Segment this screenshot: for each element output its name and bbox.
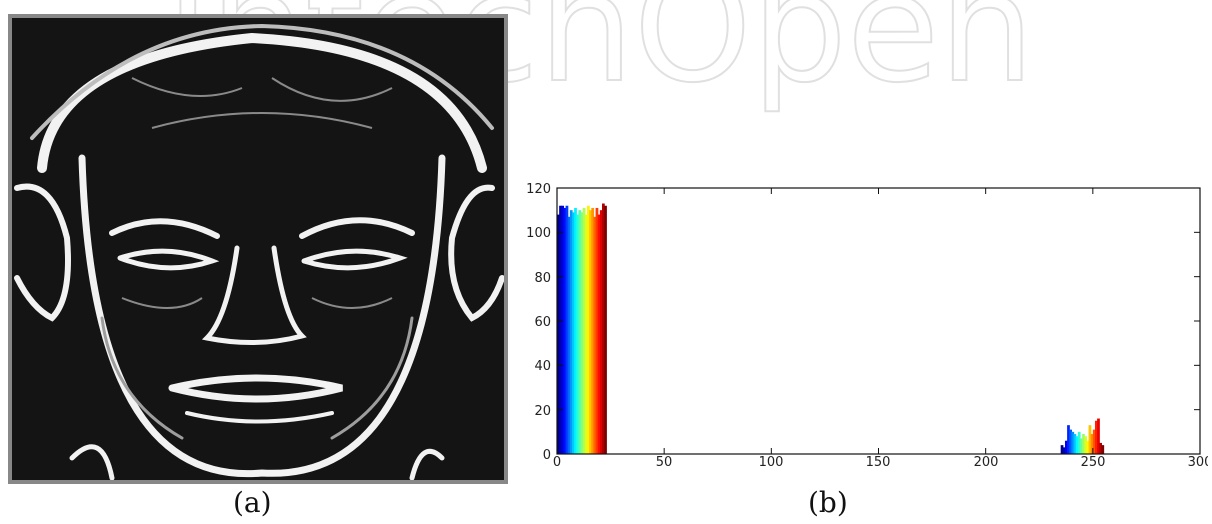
x-tick-label: 150 <box>866 455 891 468</box>
ticks-group <box>556 187 1201 455</box>
y-tick-label: 0 <box>543 448 551 463</box>
histogram-bar <box>567 216 571 454</box>
histogram-bar <box>569 210 573 454</box>
histogram-bar <box>1067 425 1070 454</box>
histogram-bar <box>599 210 603 454</box>
histogram-bar <box>574 207 577 454</box>
histogram-bar <box>580 212 584 454</box>
histogram-bar <box>1097 418 1100 454</box>
histogram-bar <box>578 210 582 454</box>
caption-b: (b) <box>808 486 848 519</box>
histogram-bar <box>589 210 592 454</box>
x-tick-label: 50 <box>656 455 673 468</box>
histogram-bar <box>1077 431 1081 454</box>
histogram-bar <box>1079 438 1083 454</box>
histogram-bar <box>1073 434 1077 454</box>
histogram-bar <box>582 207 586 454</box>
histogram-bar <box>591 207 595 454</box>
histogram-bar <box>604 205 607 454</box>
histogram-bar <box>561 205 565 454</box>
histogram-bar <box>563 207 567 454</box>
y-tick-label: 20 <box>534 404 551 419</box>
histogram-bar <box>1082 434 1085 454</box>
histogram-bar <box>1069 429 1072 454</box>
histogram-bar <box>1094 420 1098 454</box>
face-edge-image <box>8 14 508 484</box>
y-tick-label: 40 <box>534 359 551 374</box>
plot-frame <box>556 187 1201 455</box>
histogram-bar <box>1086 440 1090 454</box>
x-tick-label: 100 <box>759 455 784 468</box>
x-tick-label: 300 <box>1188 455 1208 468</box>
histogram-bar <box>1090 434 1094 454</box>
histogram-bar <box>576 214 580 454</box>
bars-group <box>557 203 1105 454</box>
histogram-bar <box>1099 442 1103 454</box>
histogram-bar <box>602 203 605 454</box>
histogram-bar <box>572 212 575 454</box>
x-tick-label: 200 <box>974 455 999 468</box>
histogram-bar <box>557 214 560 454</box>
histogram-chart: 0 20 40 60 80 100 120 0 50 100 150 200 2… <box>526 182 1208 468</box>
y-tick-label: 100 <box>526 226 551 241</box>
face-edge-drawing <box>12 18 504 480</box>
histogram-bar <box>587 205 590 454</box>
y-tick-label: 120 <box>526 182 551 197</box>
histogram-bar <box>1075 436 1079 454</box>
histogram-bar <box>1092 429 1096 454</box>
histogram-bar <box>1088 425 1092 454</box>
histogram-bar <box>1101 445 1105 454</box>
histogram-bar <box>1062 447 1066 454</box>
histogram-bar <box>597 214 601 454</box>
y-tick-label: 60 <box>534 315 551 330</box>
histogram-bar <box>1060 445 1064 454</box>
histogram-bar <box>595 207 599 454</box>
histogram-bar <box>1084 436 1088 454</box>
y-tick-labels: 0 20 40 60 80 100 120 <box>526 182 551 463</box>
caption-a: (a) <box>233 486 272 519</box>
histogram-bar <box>593 216 597 454</box>
histogram-bar <box>559 205 562 454</box>
histogram-bar <box>584 214 588 454</box>
y-tick-label: 80 <box>534 271 551 286</box>
x-tick-labels: 0 50 100 150 200 250 300 <box>553 455 1208 468</box>
histogram-bar <box>565 205 569 454</box>
histogram-bar <box>1071 431 1075 454</box>
histogram-bar <box>1064 440 1068 454</box>
x-tick-label: 0 <box>553 455 561 468</box>
x-tick-label: 250 <box>1081 455 1106 468</box>
